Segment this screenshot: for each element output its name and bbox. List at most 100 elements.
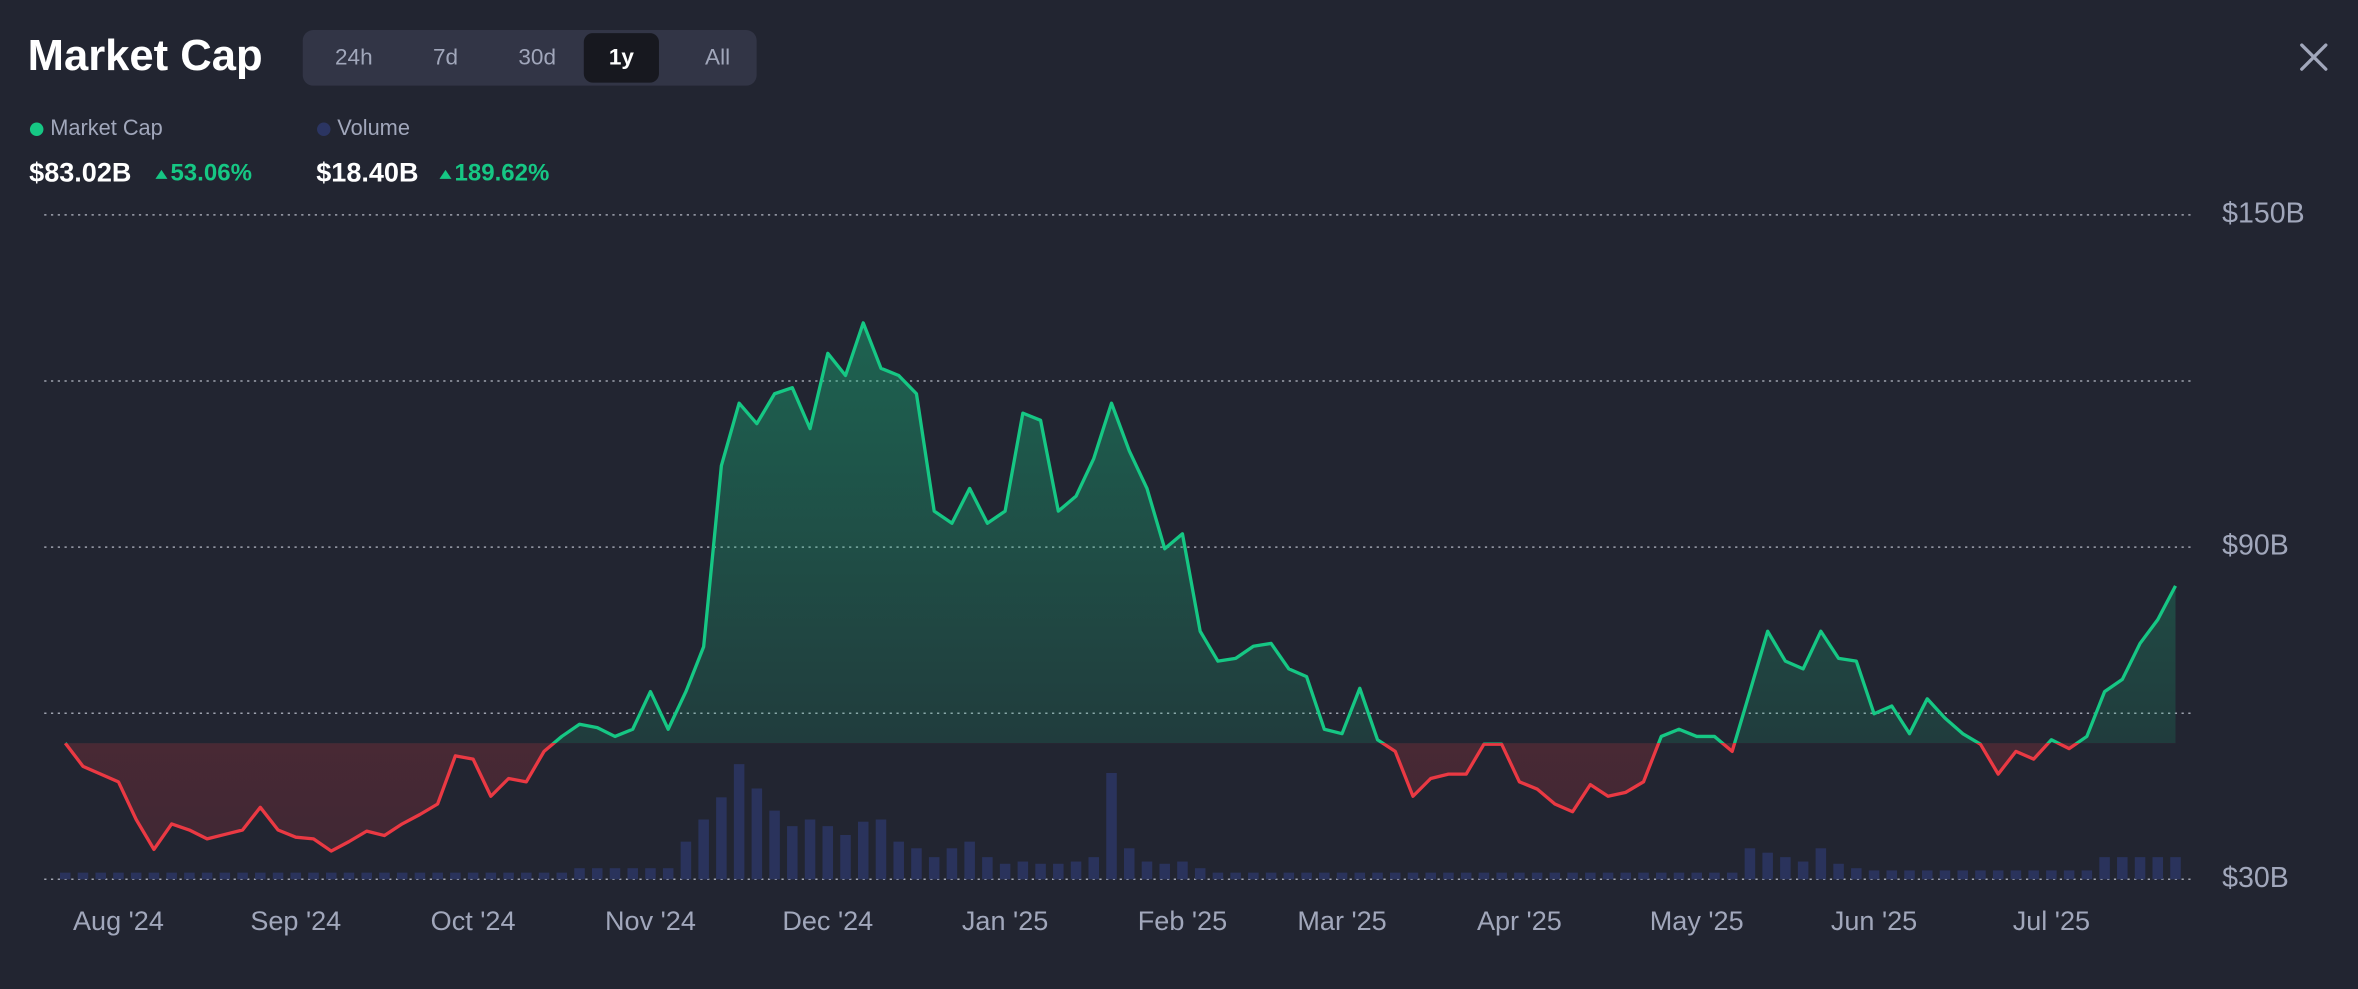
volume-bar	[875, 819, 887, 880]
up-arrow	[439, 169, 452, 179]
volume-bar	[1904, 870, 1915, 880]
volume-bar	[928, 857, 940, 880]
volume-bar	[1762, 852, 1773, 880]
volume-bar	[2152, 857, 2164, 880]
volume-bar	[822, 826, 834, 880]
volume-bar	[1460, 872, 1472, 880]
volume-bar	[1265, 872, 1277, 880]
volume-bar	[113, 872, 124, 880]
volume-bar	[1053, 863, 1064, 880]
x-tick-label: Sep '24	[250, 906, 341, 936]
volume-bar	[1709, 872, 1720, 880]
volume-bar	[769, 810, 780, 880]
volume-bar	[2063, 870, 2075, 880]
volume-bar	[1744, 848, 1756, 880]
volume-bar	[1939, 870, 1951, 880]
volume-bar	[1514, 872, 1525, 880]
volume-bar	[1833, 863, 1844, 880]
stat-value: $83.02B	[29, 157, 131, 187]
tab-active-bg	[583, 33, 659, 83]
volume-bar	[521, 872, 532, 880]
volume-bar	[999, 863, 1011, 880]
legend-label: Volume	[337, 115, 410, 140]
tab[interactable]: 1y	[583, 33, 659, 83]
volume-bar	[77, 872, 89, 880]
volume-bar	[574, 868, 585, 880]
volume-bar	[893, 841, 904, 880]
volume-bar	[1354, 872, 1366, 880]
volume-bar	[1159, 863, 1170, 880]
volume-bar	[379, 872, 390, 880]
volume-bar	[396, 872, 408, 880]
volume-bar	[1088, 857, 1100, 880]
volume-bar	[787, 826, 798, 880]
volume-bar	[1070, 861, 1082, 880]
volume-bar	[1478, 872, 1490, 880]
volume-bar	[1886, 870, 1898, 880]
volume-bar	[467, 872, 479, 880]
volume-bar	[2099, 857, 2110, 880]
volume-bar	[1868, 870, 1880, 880]
volume-bar	[219, 872, 231, 880]
area-below	[65, 743, 2078, 852]
tab[interactable]: 7d	[433, 45, 458, 70]
x-tick-label: Aug '24	[73, 906, 164, 936]
volume-bar	[1673, 872, 1685, 880]
volume-bar	[1141, 861, 1153, 880]
volume-bar	[1921, 870, 1933, 880]
line-above	[65, 321, 2177, 744]
volume-bar	[1691, 872, 1702, 880]
volume-bar	[2081, 870, 2093, 880]
volume-bar	[1638, 872, 1649, 880]
x-tick-label: Oct '24	[431, 906, 516, 936]
x-tick-label: Dec '24	[782, 906, 873, 936]
close-hit[interactable]	[2288, 35, 2339, 86]
tab[interactable]: All	[705, 45, 730, 70]
volume-bar	[1123, 848, 1135, 880]
volume-bar	[485, 872, 497, 880]
volume-bar	[290, 872, 302, 880]
x-tick-label: Mar '25	[1297, 906, 1386, 936]
volume-bar	[982, 857, 993, 880]
area-above	[65, 322, 2176, 744]
volume-bar	[1035, 863, 1046, 880]
volume-bar	[662, 868, 674, 880]
x-tick-label: Jun '25	[1831, 906, 1917, 936]
volume-bar	[361, 872, 372, 880]
volume-bar	[1726, 872, 1738, 880]
x-tick-label: Jan '25	[962, 906, 1048, 936]
tab[interactable]: 24h	[335, 45, 373, 70]
volume-bar	[1194, 868, 1206, 880]
volume-bar	[255, 872, 266, 880]
volume-bar	[325, 872, 337, 880]
volume-bar	[272, 872, 284, 880]
up-arrow	[155, 169, 168, 179]
volume-bar	[1212, 872, 1224, 880]
volume-bar	[1230, 872, 1241, 880]
close-button[interactable]	[2288, 35, 2339, 86]
volume-bar	[432, 872, 443, 880]
volume-bar	[1389, 872, 1401, 880]
tab-label: 30d	[518, 45, 556, 70]
volume-bar	[130, 872, 142, 880]
volume-bar	[308, 872, 319, 880]
volume-bar	[450, 872, 461, 880]
volume-bar	[1620, 872, 1632, 880]
tab[interactable]: 30d	[518, 45, 556, 70]
volume-bar	[946, 848, 958, 880]
volume-bar	[645, 868, 656, 880]
volume-bar	[2134, 857, 2146, 880]
volume-bar	[1017, 861, 1029, 880]
volume-bar	[1815, 848, 1827, 880]
volume-bar	[1797, 861, 1809, 880]
volume-bar	[1975, 870, 1986, 880]
volume-bar	[804, 819, 816, 880]
volume-bar	[733, 764, 745, 880]
volume-bar	[1992, 870, 2004, 880]
volume-bar	[1443, 872, 1454, 880]
volume-bar	[1602, 872, 1614, 880]
y-tick-label: $90B	[2222, 530, 2289, 562]
legend-dot	[29, 122, 44, 137]
legend-dot	[317, 122, 331, 137]
